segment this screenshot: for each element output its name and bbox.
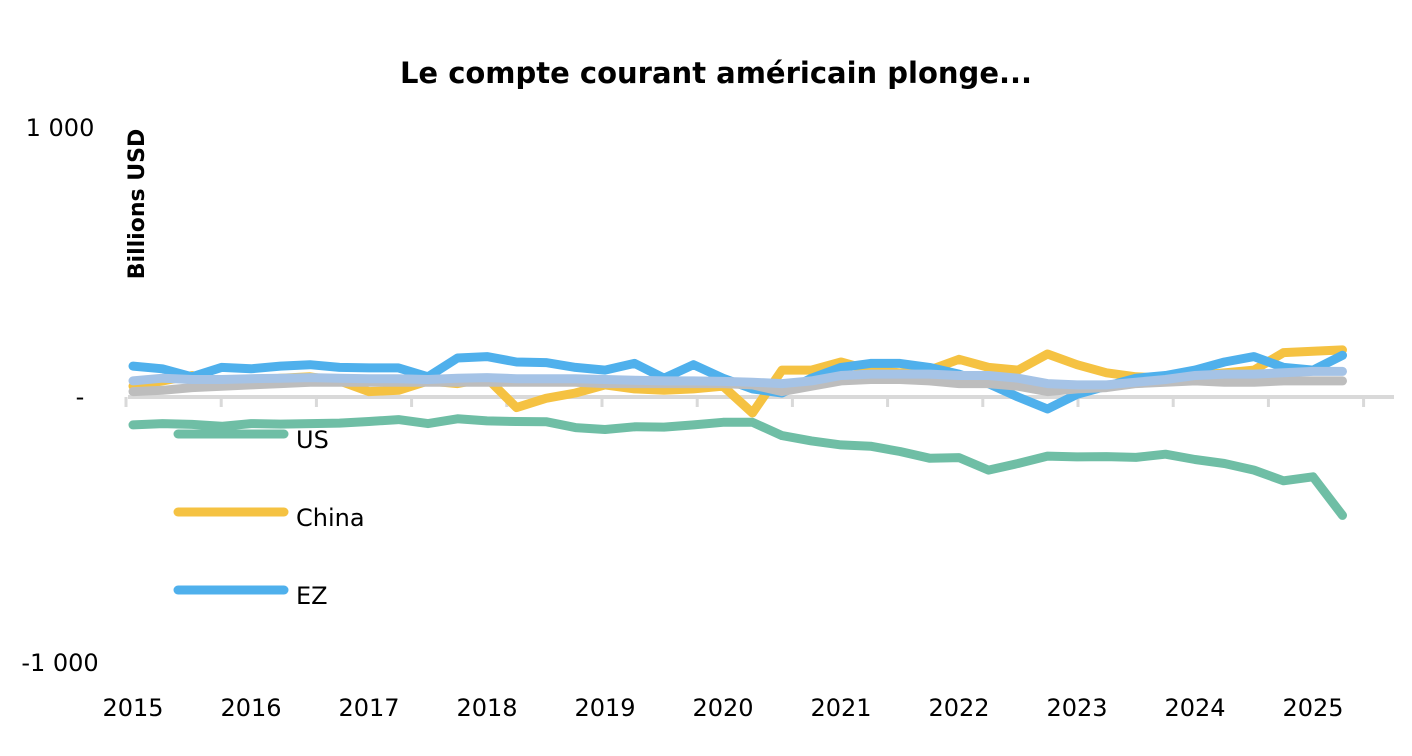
- legend-item-china: China: [173, 504, 365, 532]
- x-tick-label: 2019: [574, 694, 635, 722]
- x-tick-label: 2021: [810, 694, 871, 722]
- y-axis-title: Billions USD: [125, 129, 150, 279]
- x-tick-label: 2016: [220, 694, 281, 722]
- x-tick-label: 2020: [692, 694, 753, 722]
- legend-label: EZ: [296, 582, 328, 610]
- x-tick-label: 2017: [338, 694, 399, 722]
- y-tick-label: 1 000: [26, 114, 95, 142]
- y-tick-label: -1 000: [21, 649, 98, 677]
- x-tick-label: 2015: [102, 694, 163, 722]
- legend-label: US: [296, 426, 329, 454]
- legend-item-us: US: [173, 426, 329, 454]
- legend-item-ez: EZ: [173, 582, 328, 610]
- series-line-series-5: [128, 366, 1347, 390]
- x-tick-label: 2018: [456, 694, 517, 722]
- y-tick-label: -: [76, 383, 85, 411]
- series-line-us: [128, 414, 1347, 520]
- legend-label: China: [296, 504, 365, 532]
- x-tick-label: 2024: [1164, 694, 1225, 722]
- x-tick-label: 2022: [928, 694, 989, 722]
- x-tick-label: 2023: [1046, 694, 1107, 722]
- x-tick-label: 2025: [1282, 694, 1343, 722]
- chart-title: Le compte courant américain plonge...: [400, 56, 1032, 90]
